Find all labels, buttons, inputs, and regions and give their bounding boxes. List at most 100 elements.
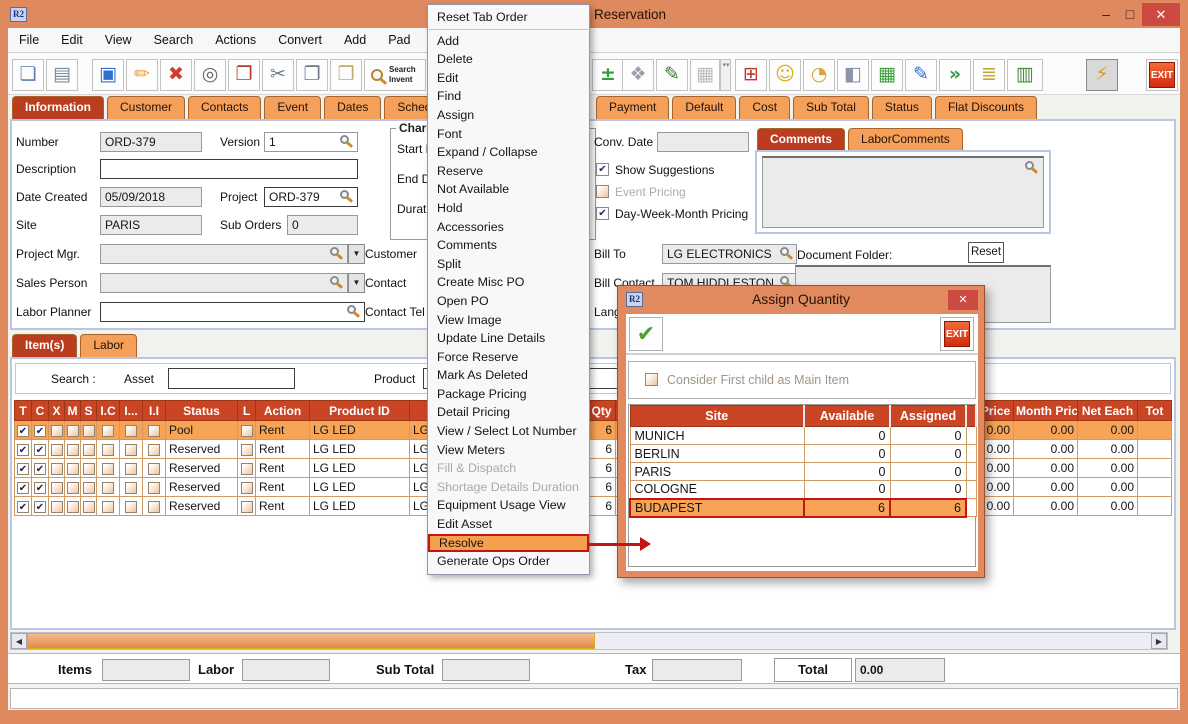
- menu-edit[interactable]: Edit: [61, 33, 83, 47]
- menu-item-update-line-details[interactable]: Update Line Details: [437, 331, 546, 346]
- scroll-left-button[interactable]: ◀: [11, 633, 27, 649]
- user-group-button[interactable]: ❖: [622, 59, 654, 91]
- qty-cell[interactable]: 6: [587, 458, 616, 478]
- cut-button[interactable]: ✂: [262, 59, 294, 91]
- checkbox[interactable]: [125, 481, 137, 494]
- checkbox[interactable]: [102, 462, 114, 475]
- menu-item-reserve[interactable]: Reserve: [437, 163, 484, 178]
- menu-item-view-image[interactable]: View Image: [437, 312, 502, 327]
- checkbox[interactable]: ✔: [17, 500, 29, 513]
- menu-item-open-po[interactable]: Open PO: [437, 293, 489, 308]
- assigned-cell[interactable]: 6: [889, 497, 967, 518]
- folder-clock-button[interactable]: ◔: [803, 59, 835, 91]
- show-suggestions-checkbox[interactable]: ✔: [596, 163, 609, 176]
- item-row[interactable]: ✔ ✔ Reserved Rent LG LED LG LED 6 0.00 0…: [14, 439, 1172, 459]
- dialog-exit-button[interactable]: EXIT: [940, 317, 974, 351]
- checkbox[interactable]: [240, 462, 253, 475]
- price-cell[interactable]: 0.00: [977, 496, 1014, 516]
- site-row[interactable]: PARIS 0 0: [629, 462, 977, 481]
- action-cell[interactable]: Rent: [255, 420, 310, 440]
- print-button[interactable]: ▤: [46, 59, 78, 91]
- menu-item-reset-tab-order[interactable]: Reset Tab Order: [437, 10, 528, 24]
- checkbox[interactable]: [125, 424, 137, 437]
- save-button[interactable]: ▣: [92, 59, 124, 91]
- maximize-button[interactable]: □: [1118, 4, 1142, 24]
- site-cell[interactable]: BUDAPEST: [629, 497, 805, 518]
- menu-item-resolve[interactable]: Resolve: [428, 533, 589, 553]
- net-each-cell[interactable]: 0.00: [1077, 477, 1138, 497]
- checkbox[interactable]: [148, 462, 160, 475]
- keyboard-key-button[interactable]: ◧: [837, 59, 869, 91]
- action-cell[interactable]: Rent: [255, 496, 310, 516]
- checkbox[interactable]: [50, 462, 63, 475]
- col-l[interactable]: L: [237, 400, 256, 421]
- menu-item-force-reserve[interactable]: Force Reserve: [437, 349, 519, 364]
- product-id-cell[interactable]: LG LED: [309, 496, 410, 516]
- assigned-cell[interactable]: 0: [889, 444, 967, 463]
- paste-special-button[interactable]: ❐: [228, 59, 260, 91]
- sales-person-dropdown-button[interactable]: ▼: [348, 273, 365, 293]
- smiley-button[interactable]: ☺: [769, 59, 801, 91]
- checkbox[interactable]: [66, 443, 79, 456]
- col-net-each[interactable]: Net Each: [1077, 400, 1138, 421]
- bill-to-search-icon[interactable]: [780, 247, 789, 256]
- checkbox[interactable]: [240, 481, 253, 494]
- price-cell[interactable]: 0.00: [977, 477, 1014, 497]
- available-cell[interactable]: 6: [803, 497, 891, 518]
- total-cell[interactable]: [1137, 420, 1172, 440]
- checkbox[interactable]: [82, 500, 95, 513]
- total-cell[interactable]: [1137, 496, 1172, 516]
- checkbox[interactable]: [66, 500, 79, 513]
- tab-customer[interactable]: Customer: [107, 96, 186, 119]
- col-action[interactable]: Action: [255, 400, 310, 421]
- col-m[interactable]: M: [64, 400, 81, 421]
- product-id-cell[interactable]: LG LED: [309, 458, 410, 478]
- price-cell[interactable]: 0.00: [977, 420, 1014, 440]
- col-qty[interactable]: Qty: [587, 400, 616, 421]
- menu-item-detail-pricing[interactable]: Detail Pricing: [437, 405, 510, 420]
- tab-default[interactable]: Default: [672, 96, 737, 119]
- dialog-close-button[interactable]: ✕: [948, 290, 978, 310]
- bill-to-field[interactable]: LG ELECTRONICS: [662, 244, 797, 264]
- menu-pad[interactable]: Pad: [388, 33, 411, 47]
- site-cell[interactable]: COLOGNE: [629, 480, 805, 499]
- project-field[interactable]: ORD-379: [264, 187, 358, 207]
- available-cell[interactable]: 0: [803, 480, 891, 499]
- document-edit-button[interactable]: ✎: [905, 59, 937, 91]
- col-site[interactable]: Site: [629, 405, 805, 427]
- col-s[interactable]: S: [80, 400, 97, 421]
- tab-labor[interactable]: Labor: [80, 334, 138, 357]
- action-cell[interactable]: Rent: [255, 439, 310, 459]
- menu-item-view-meters[interactable]: View Meters: [437, 442, 505, 457]
- description-field[interactable]: [100, 159, 358, 179]
- menu-item-comments[interactable]: Comments: [437, 238, 497, 253]
- available-cell[interactable]: 0: [803, 444, 891, 463]
- bill-contact-search-icon[interactable]: [780, 276, 789, 285]
- net-each-cell[interactable]: 0.00: [1077, 496, 1138, 516]
- menu-item-split[interactable]: Split: [437, 256, 462, 271]
- month-price-cell[interactable]: 0.00: [1013, 477, 1078, 497]
- menu-item-expand-collapse[interactable]: Expand / Collapse: [437, 145, 538, 160]
- checkbox[interactable]: [66, 481, 79, 494]
- net-each-cell[interactable]: 0.00: [1077, 420, 1138, 440]
- version-search-icon[interactable]: [340, 135, 349, 144]
- tab-items[interactable]: Item(s): [12, 334, 78, 357]
- status-cell[interactable]: Reserved: [165, 477, 238, 497]
- item-row[interactable]: ✔ ✔ Reserved Rent LG LED LG LED 6 0.00 0…: [14, 477, 1172, 497]
- labor-planner-field[interactable]: [100, 302, 365, 322]
- total-cell[interactable]: [1137, 439, 1172, 459]
- checkbox[interactable]: [240, 424, 253, 437]
- find-button[interactable]: ◎: [194, 59, 226, 91]
- menu-search[interactable]: Search: [153, 33, 194, 47]
- site-row[interactable]: BERLIN 0 0: [629, 444, 977, 463]
- project-search-icon[interactable]: [340, 190, 349, 199]
- site-row[interactable]: MUNICH 0 0: [629, 426, 977, 445]
- checkbox[interactable]: [148, 481, 160, 494]
- checkbox[interactable]: [66, 462, 79, 475]
- comments-search-icon[interactable]: [1025, 161, 1034, 170]
- horizontal-scrollbar[interactable]: ◀ ▶: [10, 632, 1168, 650]
- checkbox[interactable]: [82, 424, 95, 437]
- version-field[interactable]: 1: [264, 132, 358, 152]
- checkbox[interactable]: [125, 443, 137, 456]
- status-cell[interactable]: Pool: [165, 420, 238, 440]
